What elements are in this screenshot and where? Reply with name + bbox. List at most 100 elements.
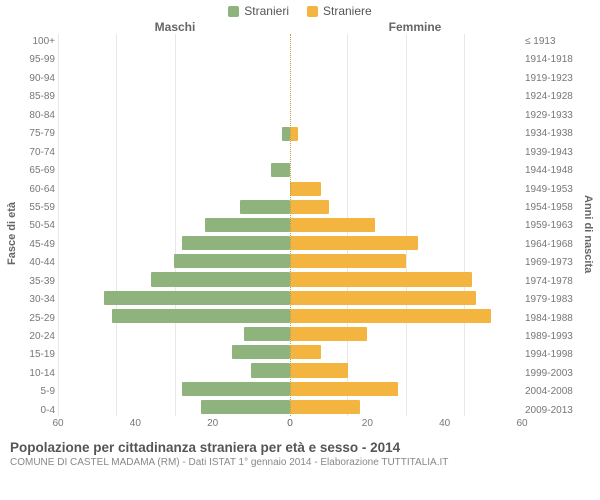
swatch-female [307, 6, 318, 17]
bar-row [58, 34, 290, 52]
female-bar [290, 345, 321, 359]
birth-label: 1934-1938 [525, 128, 577, 139]
female-bar [290, 382, 398, 396]
bar-row [58, 143, 290, 161]
bar-row [290, 198, 522, 216]
swatch-male [228, 6, 239, 17]
male-bar [282, 127, 290, 141]
male-bar [182, 236, 290, 250]
x-tick-label: 60 [516, 418, 527, 429]
bar-row [290, 34, 522, 52]
bar-row [58, 234, 290, 252]
chart-footer: Popolazione per cittadinanza straniera p… [0, 434, 600, 472]
age-label: 90-94 [23, 73, 55, 84]
birth-label: ≤ 1913 [525, 36, 577, 47]
age-label: 20-24 [23, 331, 55, 342]
age-label: 5-9 [23, 386, 55, 397]
male-bar [182, 382, 290, 396]
y-axis-left-title: Fasce di età [4, 34, 20, 434]
x-tick [213, 416, 290, 434]
legend: Stranieri Straniere [0, 0, 600, 20]
birth-label: 2009-2013 [525, 405, 577, 416]
male-bar [251, 363, 290, 377]
age-label: 100+ [23, 36, 55, 47]
x-tick [135, 416, 212, 434]
x-tick [367, 416, 444, 434]
x-tick [290, 416, 367, 434]
x-tick-label: 20 [362, 418, 373, 429]
birth-label: 1999-2003 [525, 368, 577, 379]
x-tick-label: 20 [207, 418, 218, 429]
x-axis: 0204060 0204060 [58, 416, 522, 434]
female-bar [290, 309, 491, 323]
female-bar [290, 200, 329, 214]
birth-label: 1929-1933 [525, 110, 577, 121]
male-bar [112, 309, 290, 323]
female-half [290, 34, 522, 416]
panel-title-female: Femmine [300, 20, 600, 34]
bar-row [290, 216, 522, 234]
bar-row [58, 180, 290, 198]
birth-label: 2004-2008 [525, 386, 577, 397]
birth-label: 1914-1918 [525, 54, 577, 65]
bar-row [58, 270, 290, 288]
age-label: 75-79 [23, 128, 55, 139]
y-labels-age: 100+95-9990-9485-8980-8475-7970-7465-696… [20, 34, 58, 434]
bar-row [290, 289, 522, 307]
age-label: 70-74 [23, 147, 55, 158]
female-bar [290, 363, 348, 377]
bar-row [58, 343, 290, 361]
legend-item-male: Stranieri [228, 4, 289, 18]
bar-row [58, 380, 290, 398]
legend-item-female: Straniere [307, 4, 372, 18]
panel-titles: Maschi Femmine [0, 20, 600, 34]
birth-label: 1944-1948 [525, 165, 577, 176]
age-label: 65-69 [23, 165, 55, 176]
pyramid-chart: Fasce di età 100+95-9990-9485-8980-8475-… [0, 34, 600, 434]
bar-row [290, 307, 522, 325]
male-bar [244, 327, 290, 341]
x-tick [445, 416, 522, 434]
bar-row [290, 343, 522, 361]
birth-label: 1959-1963 [525, 220, 577, 231]
bar-row [290, 252, 522, 270]
bar-row [290, 325, 522, 343]
male-bar [240, 200, 290, 214]
female-bar [290, 182, 321, 196]
birth-label: 1994-1998 [525, 349, 577, 360]
bar-row [290, 52, 522, 70]
female-bar [290, 254, 406, 268]
birth-label: 1954-1958 [525, 202, 577, 213]
bar-row [58, 70, 290, 88]
bar-row [58, 216, 290, 234]
bar-row [58, 89, 290, 107]
birth-label: 1939-1943 [525, 147, 577, 158]
x-tick-label: 0 [287, 418, 293, 429]
bar-row [290, 234, 522, 252]
birth-label: 1989-1993 [525, 331, 577, 342]
age-label: 0-4 [23, 405, 55, 416]
bars-area [58, 34, 522, 416]
y-axis-right-title: Anni di nascita [580, 34, 596, 434]
female-bar [290, 218, 375, 232]
bar-row [58, 361, 290, 379]
bar-row [58, 307, 290, 325]
male-bar [201, 400, 290, 414]
age-label: 60-64 [23, 184, 55, 195]
birth-label: 1964-1968 [525, 239, 577, 250]
birth-label: 1974-1978 [525, 276, 577, 287]
y-labels-birth: ≤ 19131914-19181919-19231924-19281929-19… [522, 34, 580, 434]
male-bar [104, 291, 290, 305]
birth-label: 1969-1973 [525, 257, 577, 268]
age-label: 40-44 [23, 257, 55, 268]
bar-row [58, 252, 290, 270]
bar-row [58, 325, 290, 343]
chart-subtitle: COMUNE DI CASTEL MADAMA (RM) - Dati ISTA… [10, 457, 590, 468]
age-label: 95-99 [23, 54, 55, 65]
legend-label-male: Stranieri [244, 4, 289, 18]
chart-title: Popolazione per cittadinanza straniera p… [10, 440, 590, 455]
bar-row [290, 361, 522, 379]
bar-row [58, 398, 290, 416]
panel-title-male: Maschi [0, 20, 300, 34]
age-label: 15-19 [23, 349, 55, 360]
